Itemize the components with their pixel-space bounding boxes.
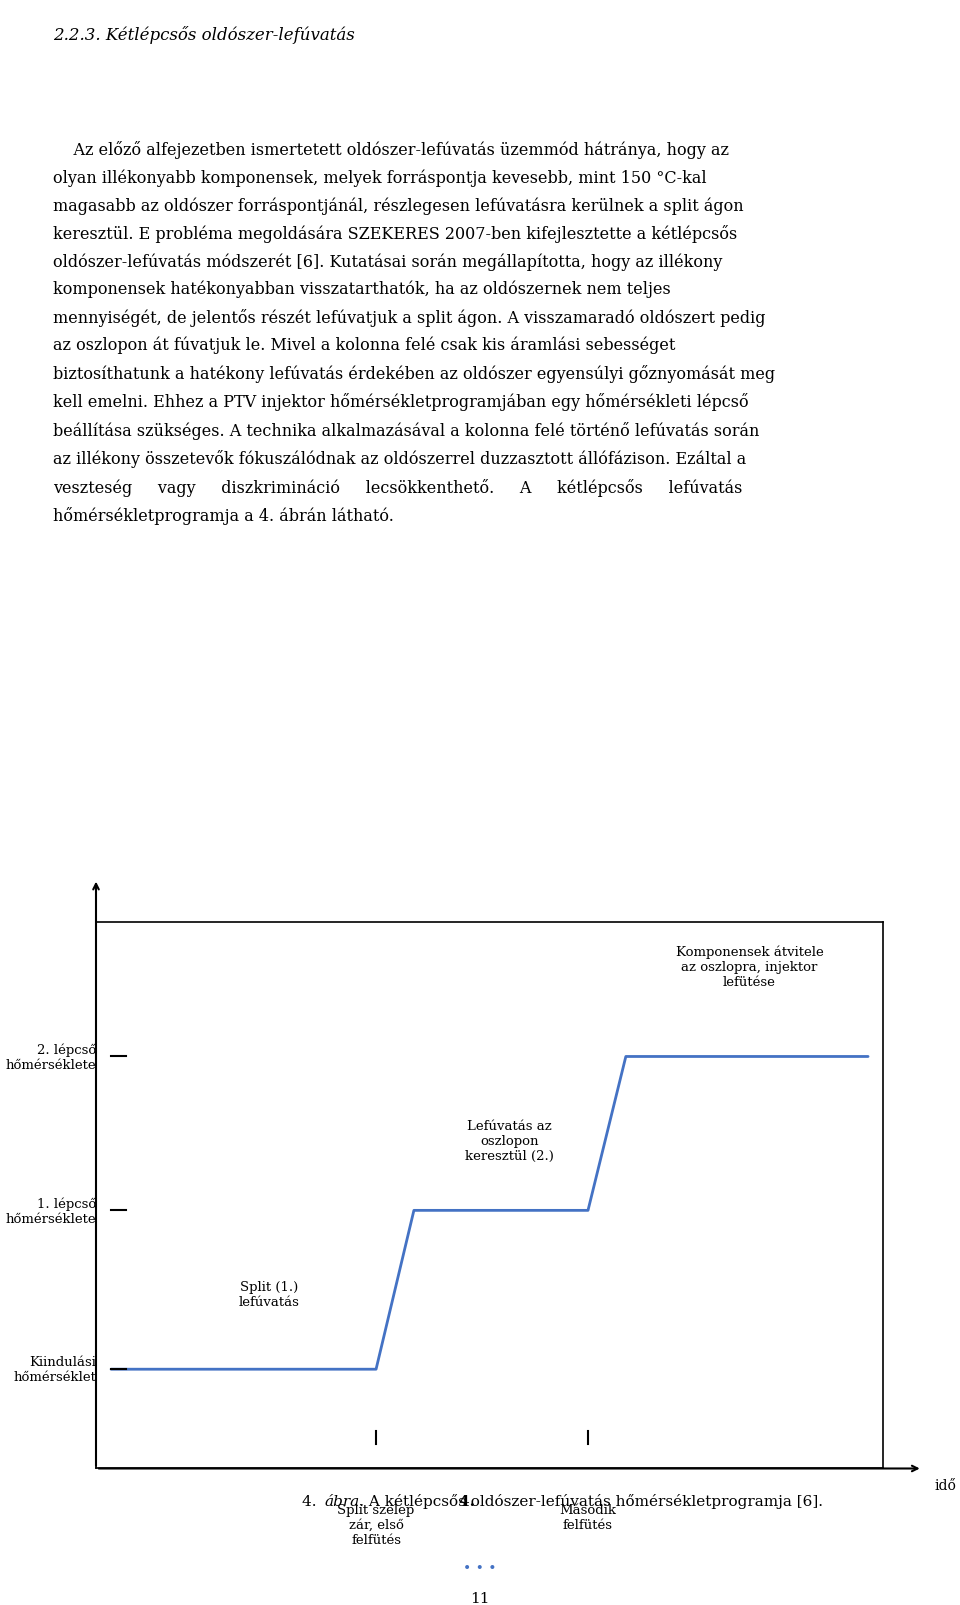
Text: 11: 11 <box>470 1591 490 1605</box>
Text: Kiindulási
hőmérséklet: Kiindulási hőmérséklet <box>13 1355 96 1384</box>
Text: 1. lépcső
hőmérséklete: 1. lépcső hőmérséklete <box>6 1196 96 1225</box>
Text: Lefúvatás az
oszlopon
keresztül (2.): Lefúvatás az oszlopon keresztül (2.) <box>465 1120 554 1162</box>
Text: 2.2.3. Kétlépcsős oldószer-lefúvatás: 2.2.3. Kétlépcsős oldószer-lefúvatás <box>53 26 354 45</box>
Text: 4.: 4. <box>302 1494 322 1507</box>
Text: 2. lépcső
hőmérséklete: 2. lépcső hőmérséklete <box>6 1043 96 1071</box>
Text: Split szelep
zár, első
felfütés: Split szelep zár, első felfütés <box>337 1504 415 1546</box>
Text: 4.: 4. <box>459 1494 480 1507</box>
Text: Split (1.)
lefúvatás: Split (1.) lefúvatás <box>239 1279 300 1308</box>
Text: idő: idő <box>934 1478 956 1493</box>
Text: Komponensek átvitele
az oszlopra, injektor
lefütése: Komponensek átvitele az oszlopra, injekt… <box>676 945 824 989</box>
Text: ábra.: ábra. <box>324 1494 365 1507</box>
Text: A kétlépcsős oldószer-lefúvatás hőmérsékletprogramja [6].: A kétlépcsős oldószer-lefúvatás hőmérsék… <box>364 1493 823 1509</box>
Text: Az előző alfejezetben ismertetett oldószer-lefúvatás üzemmód hátránya, hogy az
o: Az előző alfejezetben ismertetett oldósz… <box>53 141 775 525</box>
Text: Az injektor hőmérséklete: Az injektor hőmérséklete <box>0 1107 1 1284</box>
Text: Második
felfütés: Második felfütés <box>560 1504 616 1531</box>
Text: • • •: • • • <box>464 1560 496 1575</box>
